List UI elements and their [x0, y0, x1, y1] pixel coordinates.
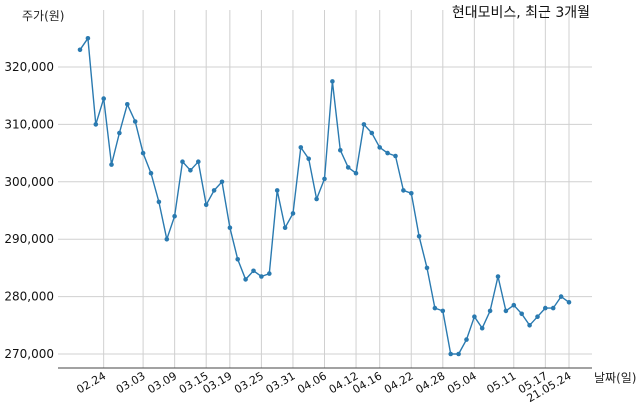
data-point: [535, 314, 540, 320]
x-tick-label: 03.25: [232, 369, 266, 396]
x-tick-label: 05.11: [485, 369, 519, 396]
data-point: [503, 308, 509, 314]
data-point: [448, 351, 454, 357]
x-tick-label: 04.28: [414, 369, 448, 396]
data-point: [211, 188, 217, 193]
data-point: [543, 305, 548, 311]
data-point: [479, 325, 485, 331]
data-point: [282, 225, 288, 230]
data-point: [330, 79, 335, 84]
x-axis-title: 날짜(일): [594, 371, 636, 385]
data-point: [117, 130, 122, 136]
data-point: [345, 165, 351, 170]
data-point: [140, 150, 146, 156]
data-point: [409, 191, 414, 196]
data-point: [495, 274, 501, 279]
x-tick-label: 04.06: [295, 369, 329, 396]
data-point: [93, 122, 99, 127]
x-tick-label: 03.31: [264, 369, 298, 396]
data-point: [385, 150, 390, 156]
series-layer: [77, 36, 572, 357]
data-point: [274, 188, 280, 193]
data-point: [125, 102, 130, 107]
data-point: [432, 305, 438, 311]
data-point: [298, 145, 304, 150]
y-tick-label: 310,000: [4, 117, 54, 131]
data-point: [566, 300, 572, 305]
data-point: [203, 202, 209, 208]
x-tick-label: 02.24: [74, 369, 108, 396]
data-point: [401, 188, 406, 193]
data-point: [314, 196, 319, 202]
data-point: [109, 162, 114, 167]
data-point: [227, 225, 233, 230]
data-point: [440, 308, 446, 314]
data-point: [361, 122, 367, 127]
labels: 현대모비스, 최근 3개월 주가(원) 날짜(일) 270,000 280,000…: [4, 5, 636, 405]
data-point: [558, 294, 564, 299]
data-point: [393, 153, 398, 159]
data-point: [353, 170, 359, 176]
chart-title: 현대모비스, 최근 3개월: [452, 5, 590, 21]
data-point: [259, 274, 264, 279]
data-point: [148, 170, 154, 176]
data-point: [188, 168, 193, 173]
data-point: [511, 302, 517, 308]
data-point: [196, 159, 201, 164]
data-point: [77, 47, 83, 53]
data-point: [487, 308, 493, 314]
data-point: [472, 314, 477, 320]
data-point: [416, 234, 422, 239]
y-axis-title: 주가(원): [22, 9, 64, 23]
data-point: [322, 176, 327, 182]
x-tick-label: 03.03: [114, 369, 148, 396]
gridlines: [58, 10, 592, 368]
data-point: [306, 156, 312, 162]
data-point: [377, 145, 383, 150]
data-point: [243, 277, 248, 282]
data-point: [527, 323, 532, 328]
data-point: [156, 199, 162, 205]
data-point: [164, 236, 170, 242]
data-point: [180, 159, 185, 164]
y-tick-label: 300,000: [4, 175, 54, 189]
data-point: [251, 268, 256, 274]
data-point: [290, 211, 296, 216]
data-point: [132, 119, 138, 124]
data-point: [519, 311, 524, 317]
data-point: [424, 265, 430, 271]
y-tick-label: 270,000: [4, 347, 54, 361]
data-point: [235, 257, 240, 262]
data-point: [219, 179, 225, 185]
data-point: [369, 130, 375, 136]
data-point: [101, 96, 106, 101]
data-point: [338, 147, 343, 153]
data-point: [456, 351, 461, 357]
data-point: [550, 305, 556, 311]
x-tick-label: 04.22: [382, 369, 416, 396]
data-point: [464, 337, 469, 342]
data-point: [267, 271, 272, 276]
x-tick-label: 05.04: [445, 369, 479, 396]
y-tick-label: 290,000: [4, 232, 54, 246]
y-tick-label: 320,000: [4, 60, 54, 74]
data-point: [172, 213, 177, 219]
data-point: [85, 36, 91, 41]
y-tick-label: 280,000: [4, 290, 54, 304]
x-tick-label: 03.09: [145, 369, 179, 396]
